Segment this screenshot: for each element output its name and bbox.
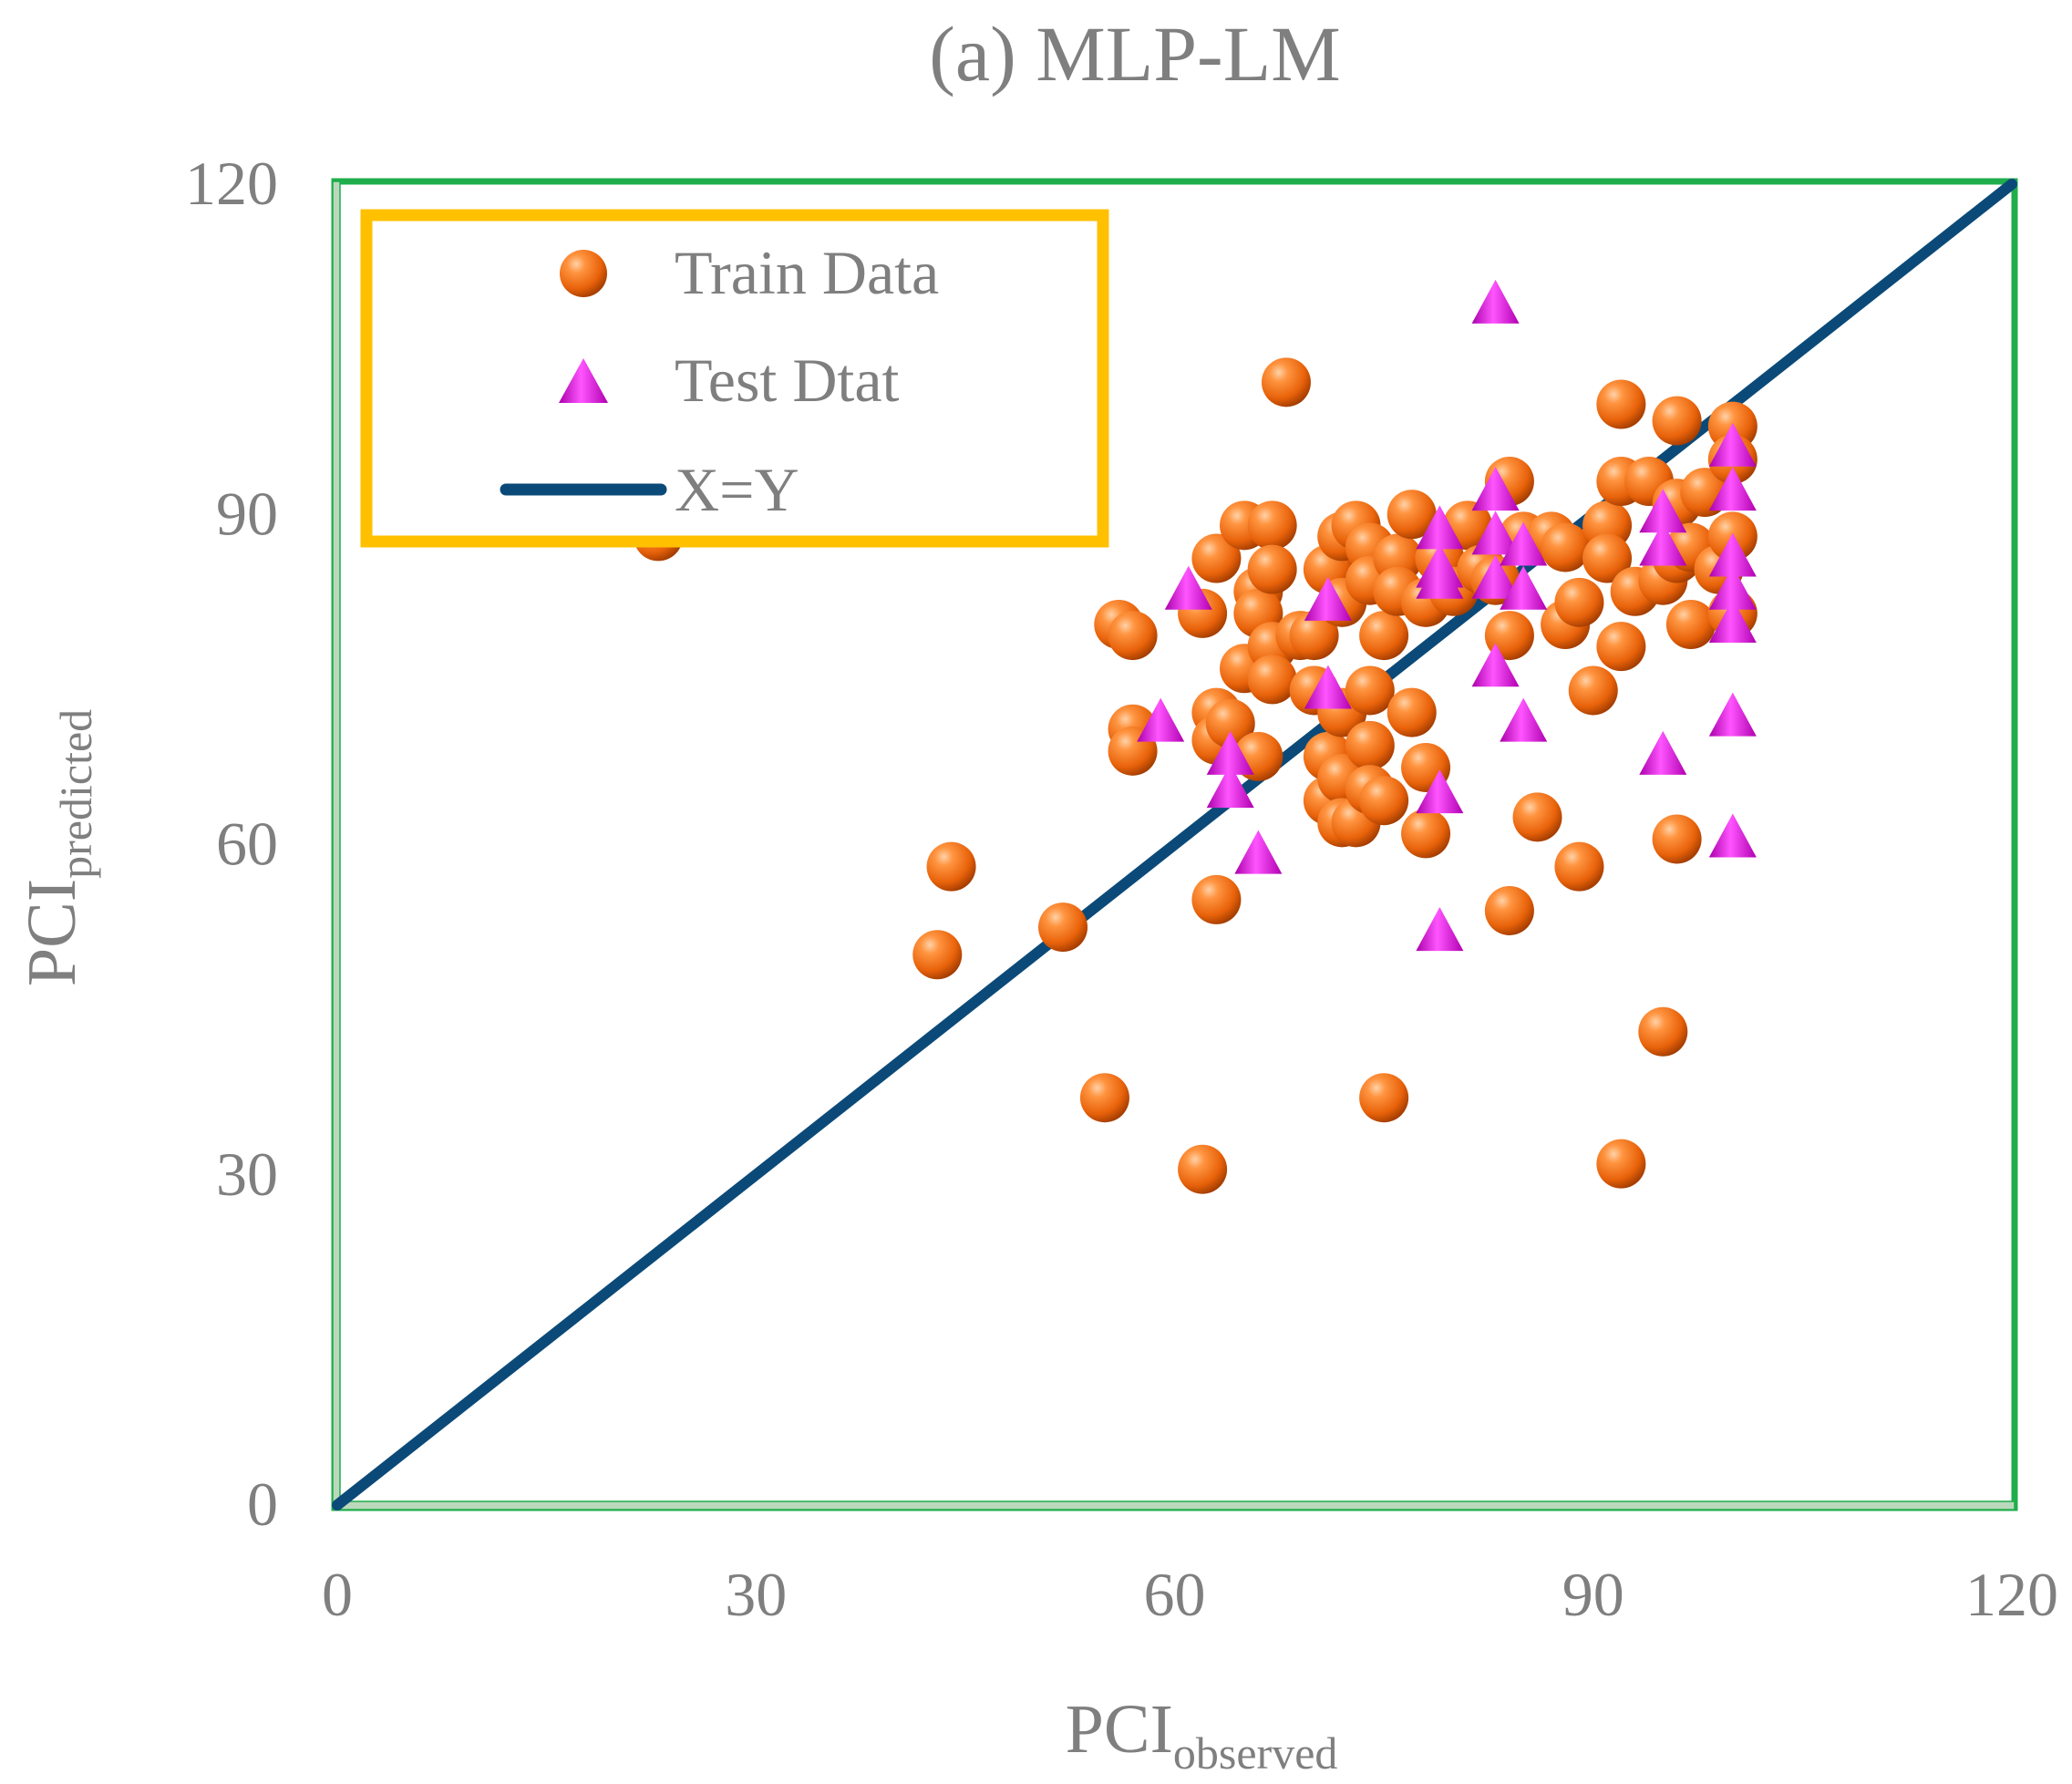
x-axis-label-sub: observed (1173, 1727, 1338, 1779)
train-point (1359, 611, 1409, 661)
tick-labels: 0 30 60 90 120 0 30 60 90 120 (185, 149, 2058, 1629)
test-point (1471, 554, 1520, 599)
test-point (1416, 554, 1464, 599)
legend-item-line: X=Y (500, 455, 799, 524)
x-tick-label: 90 (1562, 1560, 1624, 1629)
test-point (1708, 422, 1757, 467)
x-axis-label: PCIobserved (1066, 1691, 1338, 1779)
y-axis-label-base: PCI (14, 879, 90, 986)
train-point (1038, 902, 1088, 953)
train-point (1638, 1006, 1688, 1057)
train-point (1554, 577, 1604, 627)
y-axis-label-sub: predicted (50, 709, 101, 879)
test-point (1708, 599, 1757, 643)
train-point (1596, 1139, 1646, 1189)
train-point (1247, 544, 1297, 594)
y-tick-label: 120 (185, 149, 278, 218)
train-point (1541, 522, 1591, 572)
train-point (1484, 885, 1534, 935)
train-point (1247, 655, 1297, 705)
test-point (1471, 643, 1520, 687)
train-point (1386, 490, 1437, 540)
chart-title: (a) MLP-LM (929, 10, 1340, 98)
x-tick-label: 0 (322, 1560, 353, 1629)
test-point (1500, 521, 1548, 566)
train-point (1261, 357, 1311, 407)
train-point (1665, 600, 1716, 649)
train-point (1582, 533, 1633, 583)
train-point (1652, 396, 1702, 446)
train-point (1512, 792, 1562, 842)
legend-train-sphere-icon (560, 250, 607, 297)
test-point (1137, 697, 1185, 742)
train-point (1345, 665, 1395, 716)
x-axis-line (334, 1500, 2015, 1511)
y-tick-label: 0 (247, 1469, 278, 1539)
test-point (1708, 565, 1757, 610)
train-point (1568, 665, 1618, 716)
legend-test-triangle-icon (559, 358, 608, 403)
test-point (1708, 532, 1757, 577)
x-tick-label: 60 (1144, 1560, 1206, 1629)
test-point (1206, 730, 1254, 775)
test-point (1304, 576, 1352, 621)
y-axis-label: PCIpredicted (14, 709, 101, 986)
train-point (1345, 720, 1395, 770)
test-point (1639, 521, 1687, 566)
y-axis-line (332, 180, 341, 1509)
y-tick-label: 60 (216, 810, 278, 879)
train-point (1205, 698, 1255, 748)
train-point (1178, 1144, 1228, 1194)
test-point (1708, 813, 1757, 858)
legend-line-label: X=Y (675, 455, 799, 524)
train-point (926, 841, 976, 892)
train-point (1359, 1073, 1409, 1123)
legend-item-train: Train Data (560, 238, 939, 307)
train-point (1289, 611, 1339, 661)
train-point (912, 930, 963, 980)
test-point (1234, 830, 1283, 874)
test-point (1471, 510, 1520, 555)
y-tick-label: 90 (216, 479, 278, 548)
test-point (1708, 692, 1757, 737)
test-point (1416, 769, 1464, 814)
legend-train-label: Train Data (675, 238, 939, 307)
y-tick-label: 30 (216, 1139, 278, 1209)
train-point (1359, 776, 1409, 826)
points-layer (634, 279, 1758, 1194)
train-point (1108, 611, 1158, 661)
train-point (1191, 533, 1242, 583)
legend-box (360, 209, 1109, 548)
legend-item-test: Test Dtat (559, 345, 900, 415)
x-tick-label: 120 (1965, 1560, 2058, 1629)
train-point (1191, 874, 1242, 924)
test-point (1206, 764, 1254, 809)
train-point (1596, 379, 1646, 429)
x-tick-label: 30 (725, 1560, 787, 1629)
train-point (1401, 809, 1451, 859)
test-point (1164, 565, 1212, 610)
test-point (1500, 565, 1548, 610)
train-point (1554, 841, 1604, 892)
legend: Train Data Test Dtat X=Y (360, 209, 1109, 548)
test-point (1471, 279, 1520, 324)
test-point (1708, 467, 1757, 511)
train-point (1652, 814, 1702, 864)
train-point (1386, 687, 1437, 737)
test-point (1500, 697, 1548, 742)
train-point (1079, 1073, 1129, 1123)
test-point (1639, 730, 1687, 775)
legend-test-label: Test Dtat (675, 345, 900, 415)
x-axis-label-base: PCI (1066, 1691, 1173, 1768)
train-point (1247, 500, 1297, 551)
train-point (1596, 622, 1646, 672)
test-point (1304, 665, 1352, 709)
test-point (1416, 907, 1464, 952)
test-point (1471, 467, 1520, 511)
test-point (1416, 505, 1464, 550)
test-point (1639, 489, 1687, 533)
